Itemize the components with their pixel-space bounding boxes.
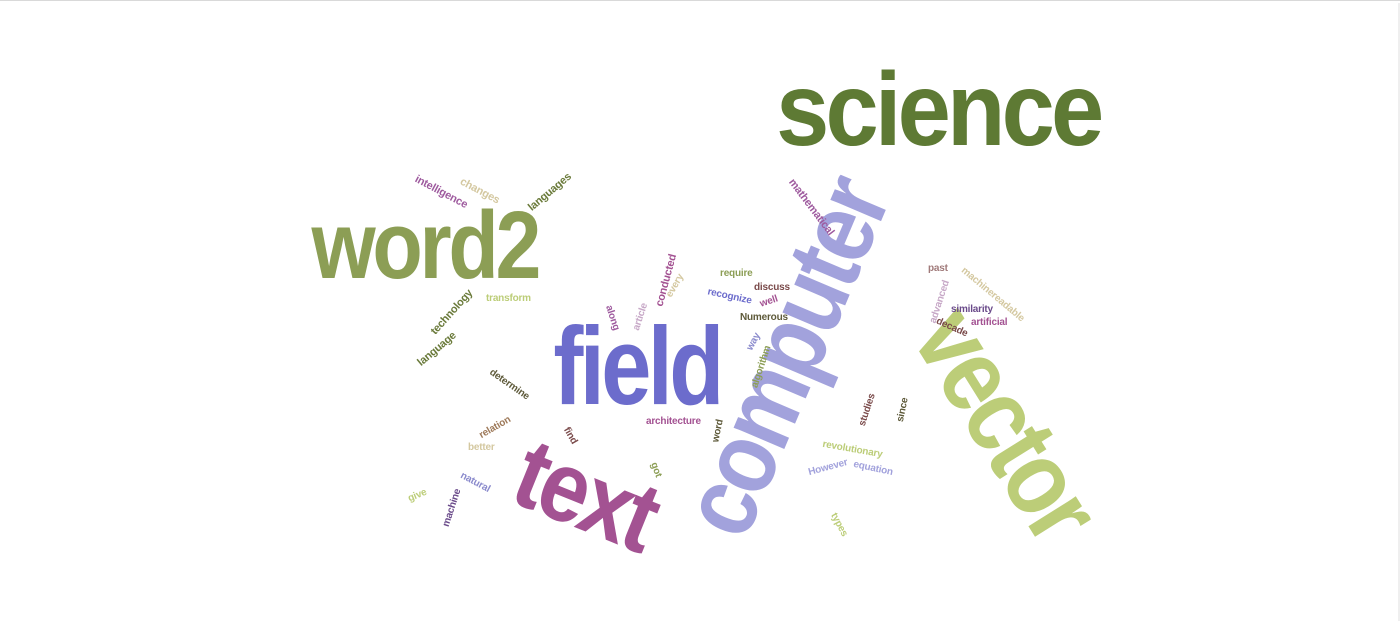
word-determine: determine bbox=[487, 366, 532, 403]
word-similarity: similarity bbox=[951, 304, 993, 315]
word-give: give bbox=[406, 486, 429, 505]
word-since: since bbox=[894, 396, 911, 424]
right-edge-scrollbar bbox=[1398, 3, 1400, 621]
word-field: field bbox=[553, 305, 724, 428]
word-science: science bbox=[776, 52, 1104, 168]
word-transform: transform bbox=[486, 293, 531, 304]
word-text: text bbox=[498, 416, 673, 574]
word-artificial: artificial bbox=[971, 317, 1008, 328]
window-top-border bbox=[0, 0, 1400, 3]
word-vector: vector bbox=[890, 286, 1123, 560]
word-discuss: discuss bbox=[754, 282, 790, 293]
word-revolutionary: revolutionary bbox=[821, 438, 884, 461]
word-studies: studies bbox=[856, 392, 878, 428]
word-better: better bbox=[468, 442, 495, 453]
word-natural: natural bbox=[458, 470, 492, 495]
word-relation: relation bbox=[477, 414, 513, 441]
word-past: past bbox=[928, 263, 948, 274]
word-architecture: architecture bbox=[646, 416, 701, 427]
word-require: require bbox=[720, 268, 753, 279]
word-equation: equation bbox=[852, 458, 894, 479]
word-machine: machine bbox=[440, 487, 464, 529]
word-types: types bbox=[828, 511, 850, 539]
word-recognize: recognize bbox=[706, 286, 753, 307]
word-numerous: Numerous bbox=[740, 312, 788, 323]
word-word2: word2 bbox=[311, 192, 541, 299]
word-however: However bbox=[807, 456, 849, 479]
